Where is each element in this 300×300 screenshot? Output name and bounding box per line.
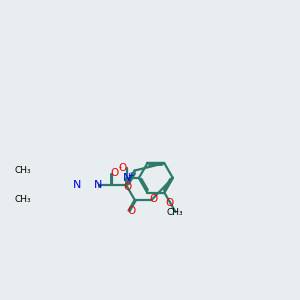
Text: O: O [127, 206, 135, 215]
Text: +: + [127, 171, 134, 180]
Text: O: O [118, 163, 127, 173]
Text: -: - [119, 164, 122, 172]
Text: N: N [73, 180, 82, 190]
Text: O: O [165, 198, 173, 208]
Text: N: N [123, 173, 132, 183]
Text: CH₃: CH₃ [14, 195, 31, 204]
Text: CH₃: CH₃ [167, 208, 184, 217]
Text: N: N [94, 180, 103, 190]
Text: O: O [110, 168, 118, 178]
Text: O: O [149, 194, 157, 204]
Text: O: O [123, 182, 131, 192]
Text: CH₃: CH₃ [14, 166, 31, 175]
